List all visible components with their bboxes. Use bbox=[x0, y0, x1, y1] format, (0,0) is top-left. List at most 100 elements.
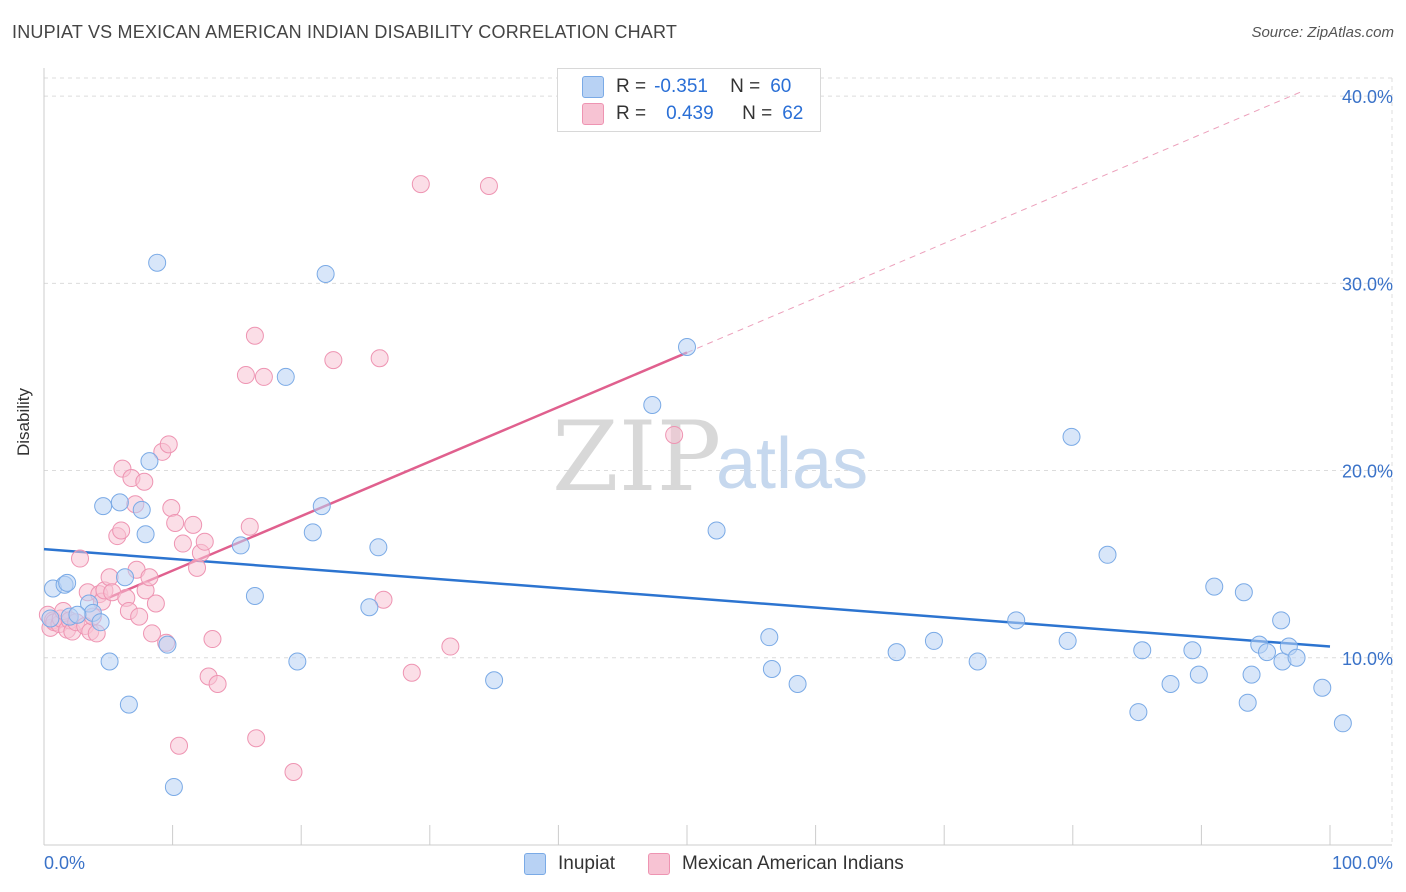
trend-line-extension-mexican-american-indians bbox=[686, 90, 1305, 354]
legend-swatch-mexican-american-indians bbox=[582, 103, 604, 125]
legend-n-value-inupiat: 60 bbox=[770, 76, 792, 97]
point-inupiat bbox=[245, 586, 264, 605]
point-inupiat bbox=[140, 452, 159, 471]
point-inupiat bbox=[1272, 611, 1291, 630]
point-inupiat bbox=[1257, 643, 1276, 662]
point-inupiat bbox=[762, 660, 781, 679]
point-inupiat bbox=[887, 643, 906, 662]
point-inupiat bbox=[1161, 674, 1180, 693]
axes bbox=[43, 68, 1392, 846]
point-inupiat bbox=[485, 671, 504, 690]
trend-line-inupiat bbox=[43, 547, 1331, 648]
point-inupiat bbox=[760, 628, 779, 647]
point-mexican-american-indians bbox=[245, 326, 264, 345]
point-inupiat bbox=[707, 521, 726, 540]
point-inupiat bbox=[1287, 648, 1306, 667]
point-mexican-american-indians bbox=[71, 549, 90, 568]
point-mexican-american-indians bbox=[284, 762, 303, 781]
point-inupiat bbox=[1313, 678, 1332, 697]
point-mexican-american-indians bbox=[374, 590, 393, 609]
point-inupiat bbox=[788, 674, 807, 693]
point-mexican-american-indians bbox=[208, 674, 227, 693]
point-inupiat bbox=[1062, 427, 1081, 446]
trend-lines bbox=[43, 90, 1331, 648]
legend-r-value-mexican-american-indians: 0.439 bbox=[666, 103, 714, 124]
tick-labels: 10.0% 20.0% 30.0% 40.0% 0.0% 100.0% bbox=[44, 87, 1393, 873]
watermark-zip: ZIP bbox=[552, 401, 721, 513]
bottom-legend-inupiat: Inupiat bbox=[524, 852, 615, 876]
legend-r-label: R = bbox=[616, 103, 647, 124]
point-inupiat bbox=[100, 652, 119, 671]
point-mexican-american-indians bbox=[173, 534, 192, 553]
point-mexican-american-indians bbox=[112, 521, 131, 540]
point-inupiat bbox=[91, 613, 110, 632]
point-inupiat bbox=[58, 573, 77, 592]
legend-r-value-inupiat: -0.351 bbox=[654, 76, 708, 97]
point-inupiat bbox=[643, 396, 662, 415]
point-inupiat bbox=[158, 635, 177, 654]
bottom-legend-swatch-inupiat bbox=[524, 853, 546, 875]
legend-r-label: R = bbox=[616, 76, 647, 97]
point-mexican-american-indians bbox=[146, 594, 165, 613]
bottom-legend-mexican-american-indians: Mexican American Indians bbox=[648, 852, 904, 876]
legend-row-inupiat: R = -0.351 N = 60 bbox=[582, 75, 791, 99]
point-inupiat bbox=[678, 337, 696, 356]
bottom-legend-swatch-mexican-american-indians bbox=[648, 853, 670, 875]
point-mexican-american-indians bbox=[184, 515, 203, 534]
point-inupiat bbox=[110, 493, 129, 512]
point-mexican-american-indians bbox=[159, 435, 178, 454]
x-tick-label-max: 100.0% bbox=[1332, 853, 1393, 873]
point-mexican-american-indians bbox=[254, 367, 273, 386]
point-mexican-american-indians bbox=[240, 517, 259, 536]
point-inupiat bbox=[316, 264, 335, 283]
point-inupiat bbox=[303, 523, 322, 542]
bottom-legend-label-mexican-american-indians: Mexican American Indians bbox=[682, 853, 904, 874]
point-inupiat bbox=[119, 695, 138, 714]
point-mexican-american-indians bbox=[402, 663, 421, 682]
point-inupiat bbox=[1133, 641, 1152, 660]
point-mexican-american-indians bbox=[236, 366, 255, 385]
point-mexican-american-indians bbox=[441, 637, 460, 656]
point-inupiat bbox=[312, 497, 331, 516]
point-inupiat bbox=[968, 652, 987, 671]
point-inupiat bbox=[369, 538, 388, 557]
point-inupiat bbox=[148, 253, 167, 272]
legend-n-label: N = bbox=[730, 76, 761, 97]
point-inupiat bbox=[288, 652, 307, 671]
legend-swatch-inupiat bbox=[582, 76, 604, 98]
point-inupiat bbox=[68, 605, 87, 624]
chart-title: INUPIAT VS MEXICAN AMERICAN INDIAN DISAB… bbox=[12, 22, 678, 42]
watermark-atlas: atlas bbox=[716, 424, 868, 504]
point-inupiat bbox=[1242, 665, 1261, 684]
point-inupiat bbox=[41, 609, 60, 628]
point-mexican-american-indians bbox=[324, 351, 343, 370]
point-mexican-american-indians bbox=[140, 568, 159, 587]
point-mexican-american-indians bbox=[188, 558, 207, 577]
point-mexican-american-indians bbox=[479, 176, 498, 195]
point-mexican-american-indians bbox=[100, 568, 119, 587]
point-inupiat bbox=[94, 497, 113, 516]
point-inupiat bbox=[1238, 693, 1257, 712]
point-inupiat bbox=[1183, 641, 1202, 660]
point-mexican-american-indians bbox=[370, 349, 389, 368]
point-inupiat bbox=[1205, 577, 1224, 596]
point-inupiat bbox=[1058, 631, 1077, 650]
point-mexican-american-indians bbox=[170, 736, 189, 755]
point-inupiat bbox=[1129, 703, 1148, 722]
point-mexican-american-indians bbox=[143, 624, 162, 643]
y-tick-label: 20.0% bbox=[1342, 462, 1393, 482]
point-mexican-american-indians bbox=[135, 472, 154, 491]
point-inupiat bbox=[136, 525, 155, 544]
point-mexican-american-indians bbox=[203, 630, 222, 649]
point-inupiat bbox=[132, 500, 151, 519]
legend-row-mexican-american-indians: R = 0.439 N = 62 bbox=[582, 102, 803, 126]
watermark: ZIP atlas bbox=[552, 401, 868, 513]
point-mexican-american-indians bbox=[195, 532, 214, 551]
point-mexican-american-indians bbox=[130, 607, 149, 626]
correlation-legend: R = -0.351 N = 60 R = 0.439 N = 62 bbox=[557, 68, 821, 132]
legend-n-value-mexican-american-indians: 62 bbox=[782, 103, 804, 124]
y-tick-label: 10.0% bbox=[1342, 649, 1393, 669]
point-inupiat bbox=[231, 536, 250, 555]
legend-n-label: N = bbox=[742, 103, 773, 124]
